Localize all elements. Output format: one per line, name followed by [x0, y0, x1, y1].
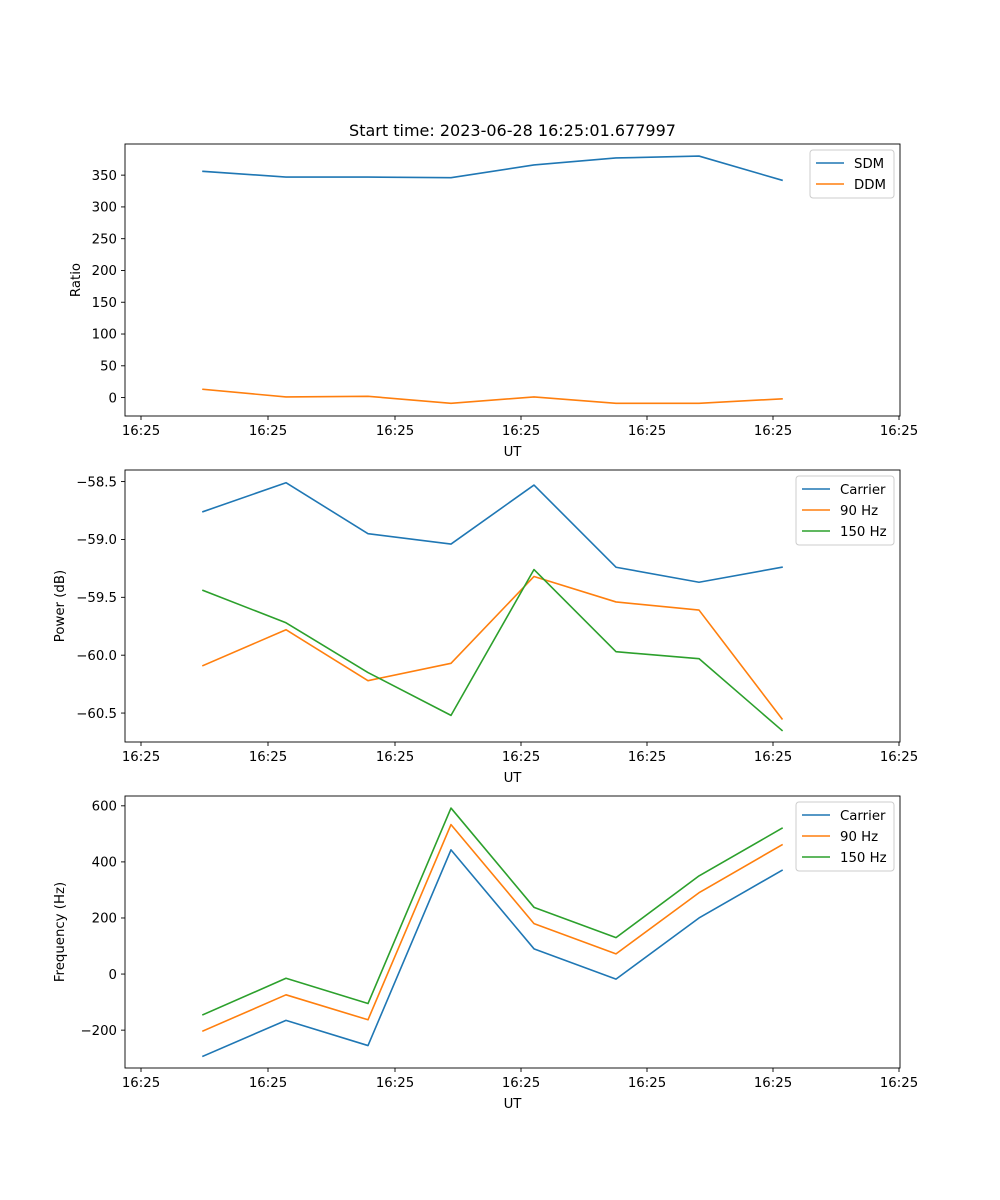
x-tick-label: 16:25 [376, 750, 414, 765]
series-line-150-hz [201, 568, 784, 732]
series-line-90-hz [201, 575, 784, 720]
series-line-carrier [201, 849, 784, 1058]
axes-frame [124, 795, 901, 1069]
y-tick-label: −60.0 [76, 649, 117, 664]
x-tick-label: 16:25 [754, 424, 792, 439]
y-tick-label: 200 [92, 264, 117, 279]
subplots: 16:25 16:25 16:25 16:25 16:25 16:25 16:25 UT 0 50… [53, 143, 918, 1112]
x-tick-label: 16:25 [754, 1076, 792, 1091]
series-line-90-hz [201, 823, 784, 1033]
x-tick-label: 16:25 [122, 1076, 160, 1091]
x-axis-label: UT [504, 1097, 523, 1112]
legend-label: SDM [854, 157, 884, 172]
legend-box [809, 149, 895, 199]
y-tick-label: 400 [92, 856, 117, 871]
y-tick-label: 600 [92, 800, 117, 815]
y-tick-label: 0 [109, 968, 117, 983]
y-tick-label: 350 [92, 169, 117, 184]
x-tick-label: 16:25 [502, 750, 540, 765]
x-axis-label: UT [504, 445, 523, 460]
x-tick-label: 16:25 [376, 424, 414, 439]
subplot-3: 16:25 16:25 16:25 16:25 16:25 16:25 16:25 UT −20… [53, 795, 918, 1112]
x-tick-label: 16:25 [754, 750, 792, 765]
axes-frame [124, 469, 901, 743]
legend-box [795, 801, 895, 872]
x-tick-label: 16:25 [122, 424, 160, 439]
y-axis-label: Frequency (Hz) [53, 882, 68, 982]
subplot-1: 16:25 16:25 16:25 16:25 16:25 16:25 16:25 UT 0 50… [69, 143, 918, 460]
x-tick-label: 16:25 [628, 750, 666, 765]
legend-label: Carrier [840, 483, 886, 498]
legend-label: 90 Hz [840, 830, 878, 845]
y-axis-label: Ratio [69, 263, 84, 297]
x-tick-label: 16:25 [249, 424, 287, 439]
y-tick-label: −59.0 [76, 533, 117, 548]
y-tick-label: −59.5 [76, 591, 117, 606]
y-tick-label: 0 [109, 391, 117, 406]
y-tick-label: 200 [92, 912, 117, 927]
series-line-150-hz [201, 807, 784, 1016]
y-tick-label: −200 [80, 1024, 117, 1039]
legend-label: Carrier [840, 809, 886, 824]
figure-title: Start time: 2023-06-28 16:25:01.677997 [349, 121, 676, 140]
y-tick-label: −58.5 [76, 475, 117, 490]
y-tick-label: 300 [92, 201, 117, 216]
x-tick-label: 16:25 [628, 1076, 666, 1091]
x-tick-label: 16:25 [249, 1076, 287, 1091]
x-tick-label: 16:25 [880, 1076, 918, 1091]
legend-label: 150 Hz [840, 851, 887, 866]
y-tick-label: 150 [92, 296, 117, 311]
x-tick-label: 16:25 [376, 1076, 414, 1091]
x-tick-label: 16:25 [122, 750, 160, 765]
y-tick-label: 250 [92, 232, 117, 247]
x-tick-label: 16:25 [628, 424, 666, 439]
x-tick-label: 16:25 [880, 750, 918, 765]
series-line-sdm [202, 155, 783, 182]
series-line-carrier [201, 481, 783, 584]
x-tick-label: 16:25 [502, 424, 540, 439]
x-axis-label: UT [504, 771, 523, 786]
x-tick-label: 16:25 [249, 750, 287, 765]
y-tick-label: 50 [100, 359, 117, 374]
subplot-2: 16:25 16:25 16:25 16:25 16:25 16:25 16:25 UT −58… [53, 469, 918, 786]
x-tick-label: 16:25 [880, 424, 918, 439]
x-tick-label: 16:25 [502, 1076, 540, 1091]
legend: Carrier 90 Hz 150 Hz [795, 475, 895, 546]
axes-frame [124, 143, 901, 417]
legend: Carrier 90 Hz 150 Hz [795, 801, 895, 872]
y-tick-label: 100 [92, 328, 117, 343]
series-line-ddm [202, 388, 783, 405]
legend-label: 150 Hz [840, 525, 887, 540]
y-axis-label: Power (dB) [53, 570, 68, 642]
legend: SDM DDM [809, 149, 895, 199]
legend-label: DDM [854, 178, 886, 193]
y-tick-label: −60.5 [76, 707, 117, 722]
legend-label: 90 Hz [840, 504, 878, 519]
legend-box [795, 475, 895, 546]
